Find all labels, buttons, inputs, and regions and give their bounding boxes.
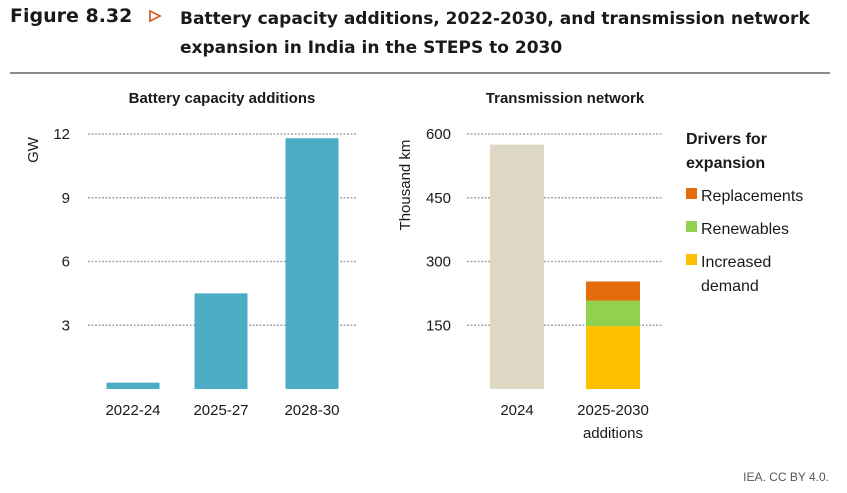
battery-bar-2025-27 [194, 293, 248, 389]
battery-x-tick-label: 2022-24 [105, 402, 160, 419]
legend-label-renewables: Renewables [701, 221, 789, 238]
legend-label-increased_demand: Increased [701, 254, 771, 271]
battery-bar-2022-24 [106, 382, 160, 389]
transmission-title: Transmission network [486, 90, 645, 107]
legend-label-increased_demand: demand [701, 278, 759, 295]
transmission-x-tick-label: 2025-2030 [577, 402, 649, 419]
legend-title: expansion [686, 155, 765, 172]
transmission-y-tick-label: 450 [426, 190, 451, 207]
legend: Drivers for expansion Replacements Renewabl… [686, 131, 803, 295]
transmission-bar-segment-renewables [586, 300, 640, 327]
transmission-x-tick-label: additions [583, 425, 643, 442]
battery-y-axis-label: GW [25, 136, 42, 163]
title-divider [10, 72, 830, 74]
battery-y-tick-label: 12 [53, 126, 70, 143]
transmission-y-axis-label: Thousand km [397, 140, 414, 231]
battery-y-tick-label: 9 [62, 190, 70, 207]
battery-title: Battery capacity additions [129, 90, 316, 107]
legend-title: Drivers for [686, 131, 767, 148]
legend-swatch-increased_demand [686, 254, 697, 265]
legend-swatch-renewables [686, 221, 697, 232]
transmission-bar-segment-existing [490, 144, 544, 389]
battery-y-tick-label: 6 [62, 254, 70, 271]
play-arrow-icon [149, 9, 162, 23]
figure-title-line-1: Battery capacity additions, 2022-2030, a… [180, 9, 810, 29]
transmission-y-tick-label: 600 [426, 126, 451, 143]
battery-bar-2028-30 [285, 138, 339, 389]
transmission-bar-segment-increased_demand [586, 326, 640, 389]
transmission-chart: Transmission network Thousand km 150 300 450… [397, 90, 663, 442]
transmission-bar-segment-replacements [586, 281, 640, 301]
figure-label: Figure 8.32 [10, 5, 133, 27]
transmission-x-tick-label: 2024 [500, 402, 533, 419]
battery-chart: Battery capacity additions GW 3 6 9 12 2022-24… [25, 90, 356, 419]
figure-title: Battery capacity additions, 2022-2030, a… [180, 5, 830, 63]
credit-text: IEA. CC BY 4.0. [743, 470, 829, 484]
transmission-y-tick-label: 150 [426, 317, 451, 334]
battery-x-tick-label: 2025-27 [193, 402, 248, 419]
legend-label-replacements: Replacements [701, 188, 803, 205]
battery-y-tick-label: 3 [62, 317, 70, 334]
battery-x-tick-label: 2028-30 [284, 402, 339, 419]
transmission-y-tick-label: 300 [426, 254, 451, 271]
figure-title-line-2: expansion in India in the STEPS to 2030 [180, 38, 563, 58]
legend-swatch-replacements [686, 188, 697, 199]
